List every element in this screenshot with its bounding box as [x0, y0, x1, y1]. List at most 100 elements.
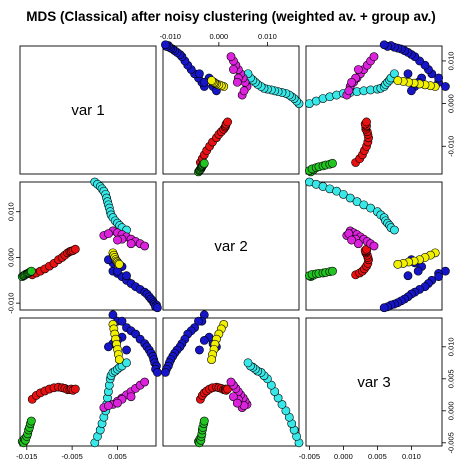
- data-point: [434, 73, 443, 83]
- data-point: [194, 316, 203, 326]
- tick-label: 0.010: [258, 32, 277, 41]
- axes: -0.010 0.000 0.010 -0.015 -0.005 0.005 -0.005 0…: [7, 32, 456, 461]
- variable-label: var 2: [214, 238, 247, 255]
- data-point: [239, 86, 249, 96]
- panel-r2-c1: [17, 177, 162, 313]
- tick-label: 0.000: [209, 32, 228, 41]
- data-point: [229, 392, 238, 402]
- data-point: [104, 342, 113, 352]
- tick-label: 0.010: [447, 337, 456, 356]
- data-point: [199, 335, 209, 345]
- tick-label: 0.005: [108, 452, 127, 461]
- chart-title: MDS (Classical) after noisy clustering (…: [26, 9, 435, 24]
- data-point: [199, 416, 209, 426]
- data-point: [403, 69, 413, 79]
- data-point: [126, 392, 136, 402]
- data-point: [338, 189, 348, 199]
- tick-label: 0.010: [447, 52, 456, 71]
- panel-r3-c1: [17, 310, 162, 448]
- data-point: [26, 266, 36, 276]
- data-point: [379, 40, 389, 50]
- panel-frame: [305, 317, 443, 447]
- data-point: [344, 86, 354, 96]
- tick-label: -0.005: [447, 432, 456, 453]
- data-point: [347, 77, 356, 87]
- tick-label: 0.010: [7, 202, 16, 221]
- data-point: [403, 271, 413, 281]
- tick-label: -0.010: [160, 32, 181, 41]
- data-point: [277, 399, 287, 409]
- data-point: [104, 401, 113, 411]
- data-point: [126, 239, 136, 249]
- data-point: [328, 266, 337, 276]
- data-point: [122, 271, 131, 281]
- panel-r3-c2: [161, 310, 304, 448]
- panel-frame: [19, 317, 157, 447]
- data-point: [199, 158, 209, 168]
- tick-label: 0.000: [447, 94, 456, 113]
- tick-label: -0.005: [61, 452, 82, 461]
- data-point: [379, 303, 389, 313]
- data-point: [113, 235, 122, 245]
- data-point: [152, 367, 162, 377]
- data-point: [413, 266, 423, 276]
- panel-frame: [19, 45, 157, 175]
- panel-r1-c2: [161, 40, 304, 177]
- panel-r2-c3: [304, 177, 450, 313]
- panel-frame: [305, 181, 443, 311]
- data-point: [195, 345, 204, 355]
- data-point: [232, 398, 242, 408]
- data-point: [113, 398, 122, 408]
- panel-r1-c3: [304, 40, 450, 177]
- variable-label: var 3: [357, 374, 390, 391]
- panel-frame: [162, 317, 300, 447]
- panel-frame: [305, 45, 443, 175]
- data-point: [207, 355, 216, 364]
- panel-r2-c2: var 2: [162, 181, 300, 311]
- data-point: [243, 358, 253, 368]
- tick-label: 0.000: [334, 452, 353, 461]
- panel-frame: [19, 181, 157, 311]
- data-point: [152, 303, 162, 313]
- data-point: [347, 235, 356, 245]
- data-point: [406, 86, 416, 96]
- data-point: [195, 69, 204, 79]
- data-point: [266, 380, 276, 390]
- data-point: [70, 384, 80, 394]
- data-point: [117, 316, 127, 326]
- data-point: [114, 259, 124, 269]
- tick-label: -0.005: [299, 452, 320, 461]
- data-point: [122, 358, 131, 368]
- data-point: [108, 310, 118, 320]
- data-point: [226, 377, 236, 387]
- data-point: [140, 377, 150, 387]
- data-point: [70, 244, 80, 254]
- data-point: [104, 229, 113, 239]
- data-point: [229, 65, 238, 74]
- data-point: [122, 345, 131, 355]
- data-point: [393, 76, 403, 85]
- data-point: [207, 76, 216, 85]
- data-point: [345, 193, 355, 203]
- data-point: [161, 367, 170, 377]
- data-point: [362, 117, 371, 127]
- tick-label: 0.010: [402, 452, 421, 461]
- tick-label: 0.005: [368, 452, 387, 461]
- data-point: [353, 239, 363, 249]
- data-point: [369, 52, 379, 62]
- data-point: [353, 65, 363, 74]
- data-point: [366, 203, 375, 213]
- data-point: [389, 225, 399, 235]
- data-point: [281, 406, 291, 416]
- data-point: [140, 241, 150, 251]
- panel-r3-c3: var 3: [305, 317, 443, 447]
- tick-label: -0.010: [447, 136, 456, 157]
- tick-label: 0.005: [447, 369, 456, 388]
- data-point: [199, 77, 209, 87]
- panel-r1-c1: var 1: [19, 45, 157, 175]
- panel-frame: [162, 45, 300, 175]
- data-point: [161, 40, 170, 50]
- tick-label: 0.000: [447, 401, 456, 420]
- data-point: [114, 355, 124, 364]
